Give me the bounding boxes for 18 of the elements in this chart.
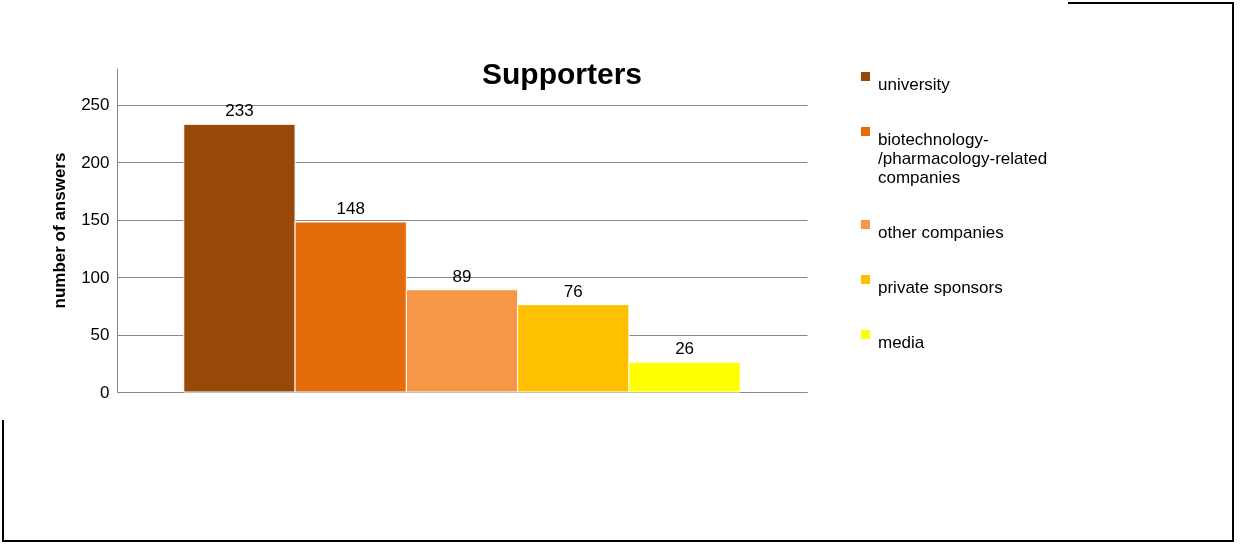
legend-label: biotechnology-/pharmacology-related companies (878, 129, 1048, 187)
y-tick-label: 200 (81, 152, 110, 172)
data-label: 148 (336, 198, 365, 218)
y-tick-label: 150 (81, 210, 110, 230)
data-label: 89 (452, 266, 472, 286)
y-axis-title: number of answers (50, 152, 70, 309)
legend-label: university (878, 74, 951, 94)
chart-title: Supporters (481, 57, 643, 90)
data-label: 76 (563, 281, 583, 301)
y-tick-label: 100 (81, 267, 110, 287)
data-label: 26 (675, 339, 695, 359)
data-label: 233 (225, 101, 254, 121)
y-tick-label: 250 (81, 95, 110, 115)
y-tick-label: 50 (90, 325, 110, 345)
y-tick-label: 0 (100, 382, 110, 402)
legend-label: media (878, 332, 925, 352)
legend-label: other companies (878, 222, 1004, 242)
legend-label: private sponsors (878, 277, 1003, 297)
